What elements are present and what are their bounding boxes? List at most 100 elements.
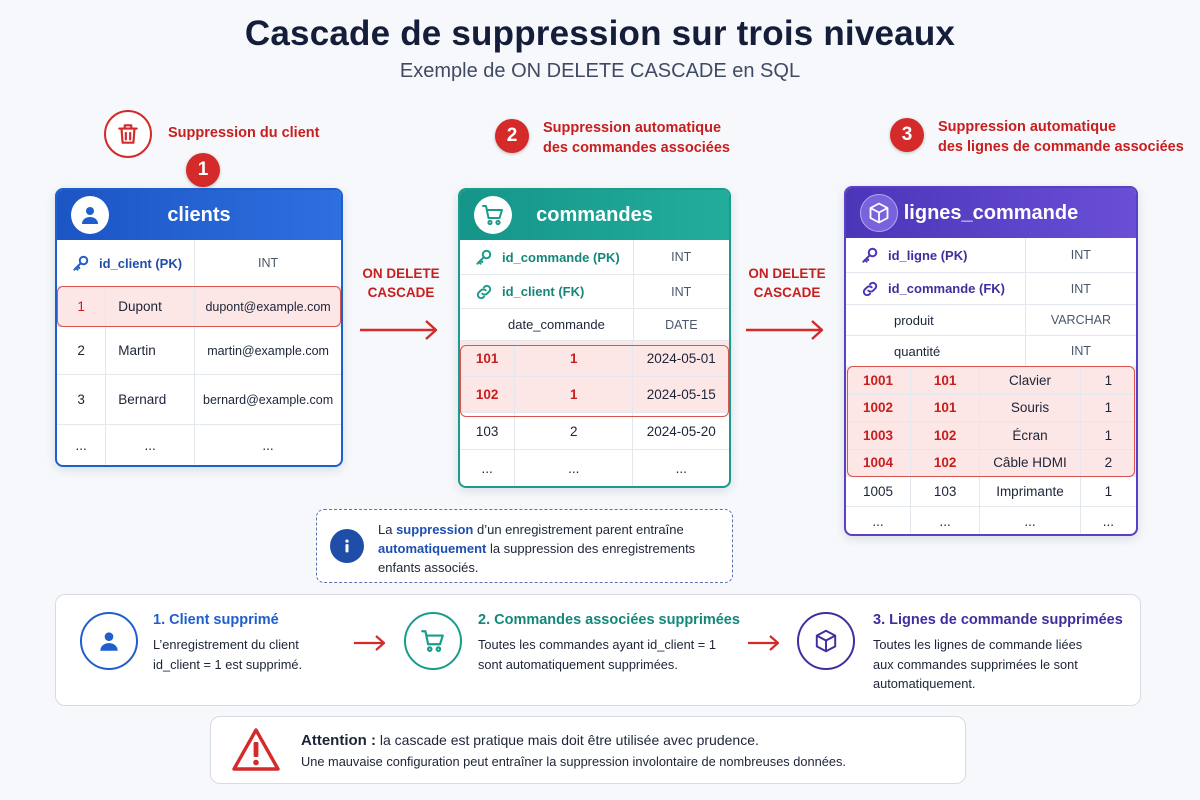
warning-line-1: Attention : la cascade est pratique mais… xyxy=(301,732,759,749)
lignes-column-row: id_ligne (PK) INT xyxy=(846,238,1136,273)
commandes-column-type: DATE xyxy=(665,317,698,332)
table-row[interactable]: 1 Dupont dupont@example.com xyxy=(57,287,341,327)
commandes-column-row: id_client (FK) INT xyxy=(460,275,729,309)
table-row[interactable]: 102 1 2024-05-15 xyxy=(460,377,729,413)
commandes-column-name: date_commande xyxy=(460,309,634,340)
commandes-column-type: INT xyxy=(671,284,692,299)
table-row[interactable]: 101 1 2024-05-01 xyxy=(460,341,729,377)
note-bold-1: suppression xyxy=(396,522,474,537)
table-row[interactable]: 1002 101 Souris 1 xyxy=(846,394,1136,422)
clients-column-name: id_client (PK) xyxy=(99,255,183,271)
cell-id: 3 xyxy=(57,375,107,424)
cell-id: 102 xyxy=(460,377,516,412)
arrow-right-icon xyxy=(360,320,438,340)
warning-bold: Attention : xyxy=(301,732,376,749)
summary-step-3-text: Toutes les lignes de commande liées aux … xyxy=(873,635,1082,694)
cell-id: 1004 xyxy=(846,449,912,476)
clients-table-name: clients xyxy=(167,203,231,226)
cell-id: 1002 xyxy=(846,394,912,421)
summary-step-3-line3: automatiquement. xyxy=(873,676,976,691)
summary-panel: 1. Client supprimé L’enregistrement du c… xyxy=(55,594,1141,706)
table-row[interactable]: 1003 102 Écran 1 xyxy=(846,422,1136,450)
cell-name: Bernard xyxy=(106,375,196,424)
clients-table: clients id_client (PK) INT 1 Dupont dupo… xyxy=(55,188,343,467)
cell-commande: 102 xyxy=(911,449,981,476)
step-2-badge: 2 xyxy=(495,119,529,153)
summary-step-1-title: 1. Client supprimé xyxy=(153,612,279,628)
table-row[interactable]: 2 Martin martin@example.com xyxy=(57,327,341,375)
step-3-label-line1: Suppression automatique xyxy=(938,119,1117,135)
cell-email: dupont@example.com xyxy=(205,299,331,314)
cell-produit: Imprimante xyxy=(980,477,1081,506)
cell-id: ... xyxy=(57,425,107,465)
step-3-badge: 3 xyxy=(890,118,924,152)
summary-step-2-title: 2. Commandes associées supprimées xyxy=(478,612,740,628)
link-icon xyxy=(862,281,878,296)
table-row[interactable]: 3 Bernard bernard@example.com xyxy=(57,375,341,425)
lignes-column-row: id_commande (FK) INT xyxy=(846,273,1136,305)
commandes-table-header: commandes xyxy=(460,190,729,240)
summary-step-1-text: L’enregistrement du client id_client = 1… xyxy=(153,635,302,674)
cell-id: 1003 xyxy=(846,422,912,449)
warning-line-2: Une mauvaise configuration peut entraîne… xyxy=(301,754,846,769)
info-icon xyxy=(330,529,364,563)
lignes-commande-table: lignes_commande id_ligne (PK) INT id_com… xyxy=(844,186,1138,536)
cell-quantite: 2 xyxy=(1104,455,1113,471)
cell-commande: 101 xyxy=(911,367,981,394)
cell-quantite: 1 xyxy=(1104,372,1113,388)
cell-id: 2 xyxy=(57,327,107,374)
key-icon xyxy=(476,249,492,265)
cell-id: 101 xyxy=(460,341,516,376)
summary-step-3-line2: aux commandes supprimées le sont xyxy=(873,656,1078,672)
arrow-right-icon xyxy=(354,635,386,651)
cell-email: bernard@example.com xyxy=(203,392,334,407)
table-row[interactable]: 1001 101 Clavier 1 xyxy=(846,367,1136,395)
user-icon xyxy=(80,612,138,670)
cell-quantite: 1 xyxy=(1104,427,1113,443)
table-row[interactable]: 103 2 2024-05-20 xyxy=(460,413,729,450)
note-bold-2: automatiquement xyxy=(378,541,487,556)
table-row[interactable]: 1005 103 Imprimante 1 xyxy=(846,477,1136,507)
page-subtitle: Exemple de ON DELETE CASCADE en SQL xyxy=(399,60,801,82)
summary-step-3-title: 3. Lignes de commande supprimées xyxy=(873,612,1123,628)
cell-name: Martin xyxy=(106,327,196,374)
table-row[interactable]: 1004 102 Câble HDMI 2 xyxy=(846,449,1136,477)
table-row[interactable]: ... ... ... xyxy=(57,425,341,465)
clients-column-cell: id_client (PK) xyxy=(57,240,196,286)
table-row[interactable]: ... ... ... xyxy=(460,450,729,486)
cell-date: 2024-05-20 xyxy=(646,423,716,439)
cascade-label-1: ON DELETE CASCADE xyxy=(358,264,444,302)
box-icon xyxy=(860,194,898,232)
cell-commande: 102 xyxy=(911,422,981,449)
step-3-label-line2: des lignes de commande associées xyxy=(938,139,1184,155)
info-note: La suppression d’un enregistrement paren… xyxy=(316,509,733,583)
cart-icon xyxy=(474,196,512,234)
cell-client: 1 xyxy=(515,341,634,376)
key-icon xyxy=(73,255,89,271)
arrow-right-icon xyxy=(748,635,780,651)
table-row[interactable]: ... ... ... ... xyxy=(846,507,1136,534)
step-1-badge: 1 xyxy=(186,153,220,187)
lignes-column-cell: id_ligne (PK) xyxy=(846,238,1026,272)
arrow-right-icon xyxy=(746,320,824,340)
cell-date: 2024-05-15 xyxy=(646,387,716,402)
lignes-column-cell: id_commande (FK) xyxy=(846,273,1026,304)
box-icon xyxy=(797,612,855,670)
trash-icon xyxy=(104,110,152,158)
summary-step-2-line2: sont automatiquement supprimées. xyxy=(478,656,678,672)
step-1-label: Suppression du client xyxy=(168,125,320,141)
lignes-column-row: produit VARCHAR xyxy=(846,305,1136,336)
commandes-column-row: date_commande DATE xyxy=(460,309,729,341)
commandes-column-row: id_commande (PK) INT xyxy=(460,240,729,275)
summary-step-1-line1: L’enregistrement du client xyxy=(153,637,299,652)
warning-box: Attention : la cascade est pratique mais… xyxy=(210,716,966,784)
info-note-text: La suppression d’un enregistrement paren… xyxy=(378,520,723,577)
cell-produit: Câble HDMI xyxy=(980,449,1081,476)
lignes-column-name: id_ligne (PK) xyxy=(888,247,968,263)
summary-step-2-line1: Toutes les commandes ayant id_client = 1 xyxy=(478,637,716,652)
lignes-column-row: quantité INT xyxy=(846,336,1136,367)
lignes-column-type: INT xyxy=(1070,281,1091,296)
cart-icon xyxy=(404,612,462,670)
cell-email: ... xyxy=(262,437,274,453)
lignes-table-header: lignes_commande xyxy=(846,188,1136,238)
